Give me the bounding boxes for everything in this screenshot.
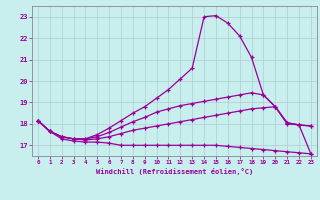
X-axis label: Windchill (Refroidissement éolien,°C): Windchill (Refroidissement éolien,°C)	[96, 168, 253, 175]
